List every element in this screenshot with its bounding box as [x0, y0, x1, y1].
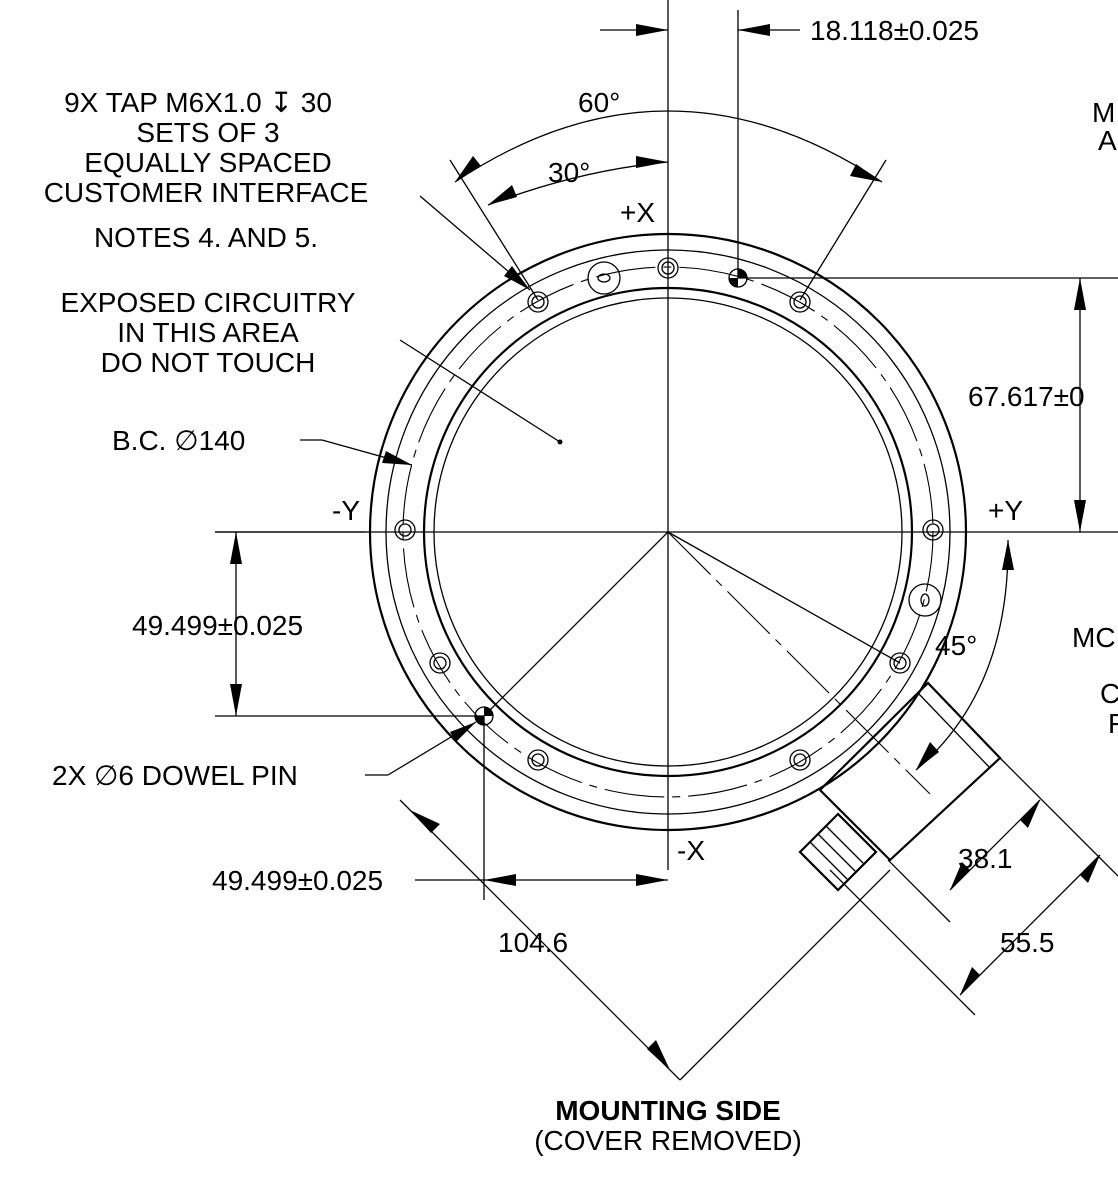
dim: 67.617±0 — [968, 381, 1085, 412]
caption-title: MOUNTING SIDE — [555, 1095, 781, 1126]
holes — [394, 257, 944, 771]
axis: -X — [677, 835, 705, 866]
dim: 45° — [935, 630, 977, 661]
axis: +Y — [988, 495, 1023, 526]
note: C — [1100, 678, 1118, 709]
dim: 55.5 — [1000, 927, 1055, 958]
note: M — [1092, 97, 1115, 128]
dim: 38.1 — [958, 843, 1013, 874]
note-line: EQUALLY SPACED — [84, 147, 331, 178]
note-line: NOTES 4. AND 5. — [94, 222, 318, 253]
dimension-lines — [230, 24, 1118, 1081]
axis: -Y — [332, 495, 360, 526]
circuitry-note: EXPOSED CIRCUITRY IN THIS AREA DO NOT TO… — [60, 287, 355, 378]
note: A — [1098, 125, 1117, 156]
dim: 60° — [578, 87, 620, 118]
note-line: IN THIS AREA — [117, 317, 299, 348]
note: MC — [1072, 622, 1116, 653]
labels: 18.118±0.025 60° 30° 67.617±0 49.499±0.0… — [44, 15, 1118, 1156]
dim: 49.499±0.025 — [132, 610, 303, 641]
dim: 104.6 — [498, 927, 568, 958]
note-line: EXPOSED CIRCUITRY — [60, 287, 355, 318]
note-line: 9X TAP M6X1.0 ↧ 30 — [64, 87, 332, 118]
dim: 18.118±0.025 — [810, 15, 979, 46]
note-line: CUSTOMER INTERFACE — [44, 177, 369, 208]
caption-subtitle: (COVER REMOVED) — [534, 1125, 802, 1156]
dim: 30° — [548, 157, 590, 188]
tap-note: 9X TAP M6X1.0 ↧ 30 SETS OF 3 EQUALLY SPA… — [44, 87, 369, 253]
note: B.C. ∅140 — [112, 425, 245, 456]
note-line: SETS OF 3 — [136, 117, 279, 148]
axis: +X — [620, 197, 655, 228]
note: 2X ∅6 DOWEL PIN — [52, 760, 298, 791]
dim: 49.499±0.025 — [212, 865, 383, 896]
geometry — [215, 0, 1118, 1081]
note-line: DO NOT TOUCH — [101, 347, 316, 378]
note: F — [1108, 708, 1118, 739]
